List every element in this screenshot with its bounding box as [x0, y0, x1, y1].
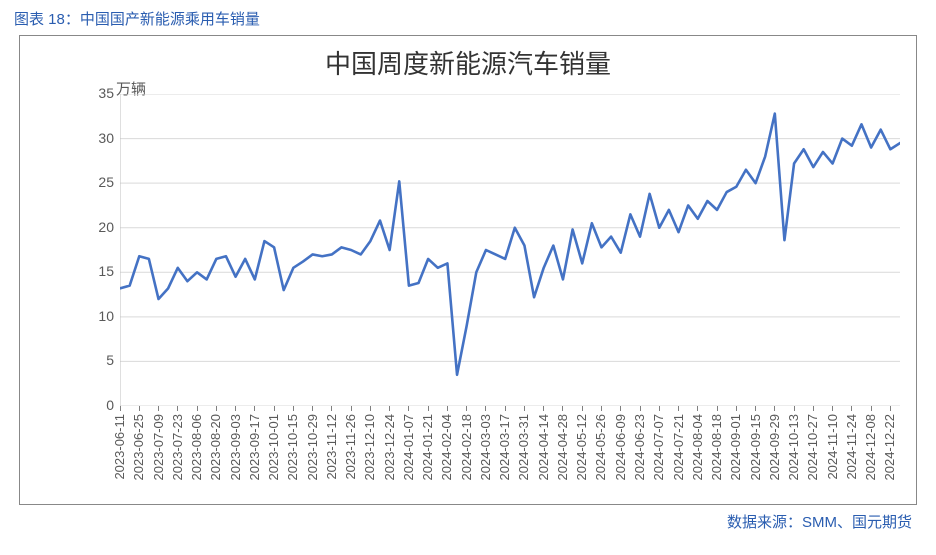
- x-tick-mark: [312, 406, 313, 411]
- x-tick-label: 2023-06-25: [132, 414, 145, 481]
- x-tick-label: 2023-10-29: [306, 414, 319, 481]
- y-tick-label: 0: [84, 397, 114, 413]
- x-tick-mark: [351, 406, 352, 411]
- x-tick-label: 2024-09-29: [768, 414, 781, 481]
- y-tick-label: 25: [84, 174, 114, 190]
- x-tick-mark: [678, 406, 679, 411]
- x-tick-label: 2024-10-27: [806, 414, 819, 481]
- x-tick-mark: [139, 406, 140, 411]
- x-tick-label: 2024-08-04: [691, 414, 704, 481]
- y-tick-label: 35: [84, 85, 114, 101]
- x-tick-mark: [620, 406, 621, 411]
- x-tick-label: 2024-02-18: [460, 414, 473, 481]
- source-value: SMM、国元期货: [802, 514, 912, 531]
- y-tick-label: 10: [84, 308, 114, 324]
- x-tick-label: 2024-04-14: [537, 414, 550, 481]
- x-tick-mark: [197, 406, 198, 411]
- x-tick-label: 2024-02-04: [440, 414, 453, 481]
- x-tick-mark: [736, 406, 737, 411]
- figure-title: 中国国产新能源乘用车销量: [80, 11, 260, 28]
- x-tick-mark: [120, 406, 121, 411]
- y-tick-label: 20: [84, 219, 114, 235]
- x-tick-label: 2024-12-22: [883, 414, 896, 481]
- y-tick-label: 5: [84, 352, 114, 368]
- figure-header: 图表 18：中国国产新能源乘用车销量: [14, 8, 924, 29]
- x-tick-mark: [389, 406, 390, 411]
- x-tick-label: 2024-07-21: [672, 414, 685, 481]
- x-tick-label: 2023-08-20: [209, 414, 222, 481]
- x-tick-mark: [601, 406, 602, 411]
- x-tick-label: 2024-10-13: [787, 414, 800, 481]
- x-tick-mark: [851, 406, 852, 411]
- x-tick-label: 2024-06-23: [633, 414, 646, 481]
- x-tick-mark: [813, 406, 814, 411]
- x-tick-label: 2023-10-15: [286, 414, 299, 481]
- x-tick-mark: [254, 406, 255, 411]
- source-label: 数据来源：: [727, 514, 802, 531]
- x-tick-mark: [543, 406, 544, 411]
- x-tick-label: 2024-11-24: [845, 414, 858, 480]
- x-tick-label: 2023-08-06: [190, 414, 203, 481]
- x-tick-mark: [832, 406, 833, 411]
- x-tick-label: 2024-03-17: [498, 414, 511, 481]
- x-tick-label: 2024-07-07: [652, 414, 665, 481]
- x-tick-mark: [697, 406, 698, 411]
- x-tick-mark: [370, 406, 371, 411]
- x-tick-mark: [774, 406, 775, 411]
- x-tick-mark: [524, 406, 525, 411]
- x-tick-mark: [177, 406, 178, 411]
- x-tick-mark: [293, 406, 294, 411]
- x-tick-label: 2023-09-03: [229, 414, 242, 481]
- x-tick-label: 2023-11-12: [325, 414, 338, 480]
- x-tick-mark: [274, 406, 275, 411]
- x-tick-label: 2024-03-31: [517, 414, 530, 481]
- x-tick-mark: [466, 406, 467, 411]
- x-tick-mark: [890, 406, 891, 411]
- x-tick-label: 2023-10-01: [267, 414, 280, 481]
- x-tick-mark: [216, 406, 217, 411]
- x-tick-label: 2024-09-15: [749, 414, 762, 481]
- x-tick-mark: [505, 406, 506, 411]
- x-tick-mark: [640, 406, 641, 411]
- x-tick-mark: [562, 406, 563, 411]
- x-tick-label: 2023-06-11: [113, 414, 126, 480]
- x-tick-label: 2024-04-28: [556, 414, 569, 481]
- chart-plot: [120, 94, 900, 406]
- x-tick-label: 2024-08-18: [710, 414, 723, 481]
- x-tick-label: 2024-05-12: [575, 414, 588, 481]
- x-tick-label: 2024-06-09: [614, 414, 627, 481]
- x-tick-label: 2023-12-24: [383, 414, 396, 481]
- x-tick-label: 2024-03-03: [479, 414, 492, 481]
- x-tick-label: 2023-11-26: [344, 414, 357, 480]
- x-tick-mark: [428, 406, 429, 411]
- x-tick-label: 2023-07-23: [171, 414, 184, 481]
- x-tick-mark: [485, 406, 486, 411]
- source-line: 数据来源：SMM、国元期货: [12, 511, 912, 532]
- x-tick-mark: [755, 406, 756, 411]
- x-tick-label: 2024-11-10: [826, 414, 839, 480]
- x-tick-mark: [717, 406, 718, 411]
- x-tick-mark: [871, 406, 872, 411]
- figure-number: 图表 18：: [14, 11, 80, 28]
- x-tick-mark: [408, 406, 409, 411]
- chart-container: 中国周度新能源汽车销量 万辆 051015202530352023-06-112…: [19, 35, 917, 505]
- x-tick-mark: [582, 406, 583, 411]
- x-tick-label: 2024-12-08: [864, 414, 877, 481]
- x-tick-label: 2023-07-09: [152, 414, 165, 481]
- x-tick-mark: [158, 406, 159, 411]
- x-tick-mark: [331, 406, 332, 411]
- x-tick-label: 2023-09-17: [248, 414, 261, 481]
- y-tick-label: 30: [84, 130, 114, 146]
- x-tick-label: 2024-05-26: [594, 414, 607, 481]
- x-tick-mark: [447, 406, 448, 411]
- y-tick-label: 15: [84, 263, 114, 279]
- x-tick-label: 2024-01-07: [402, 414, 415, 481]
- x-tick-mark: [794, 406, 795, 411]
- x-tick-label: 2023-12-10: [363, 414, 376, 481]
- chart-title: 中国周度新能源汽车销量: [20, 44, 916, 81]
- x-tick-label: 2024-01-21: [421, 414, 434, 481]
- x-tick-mark: [659, 406, 660, 411]
- x-tick-label: 2024-09-01: [729, 414, 742, 481]
- x-tick-mark: [235, 406, 236, 411]
